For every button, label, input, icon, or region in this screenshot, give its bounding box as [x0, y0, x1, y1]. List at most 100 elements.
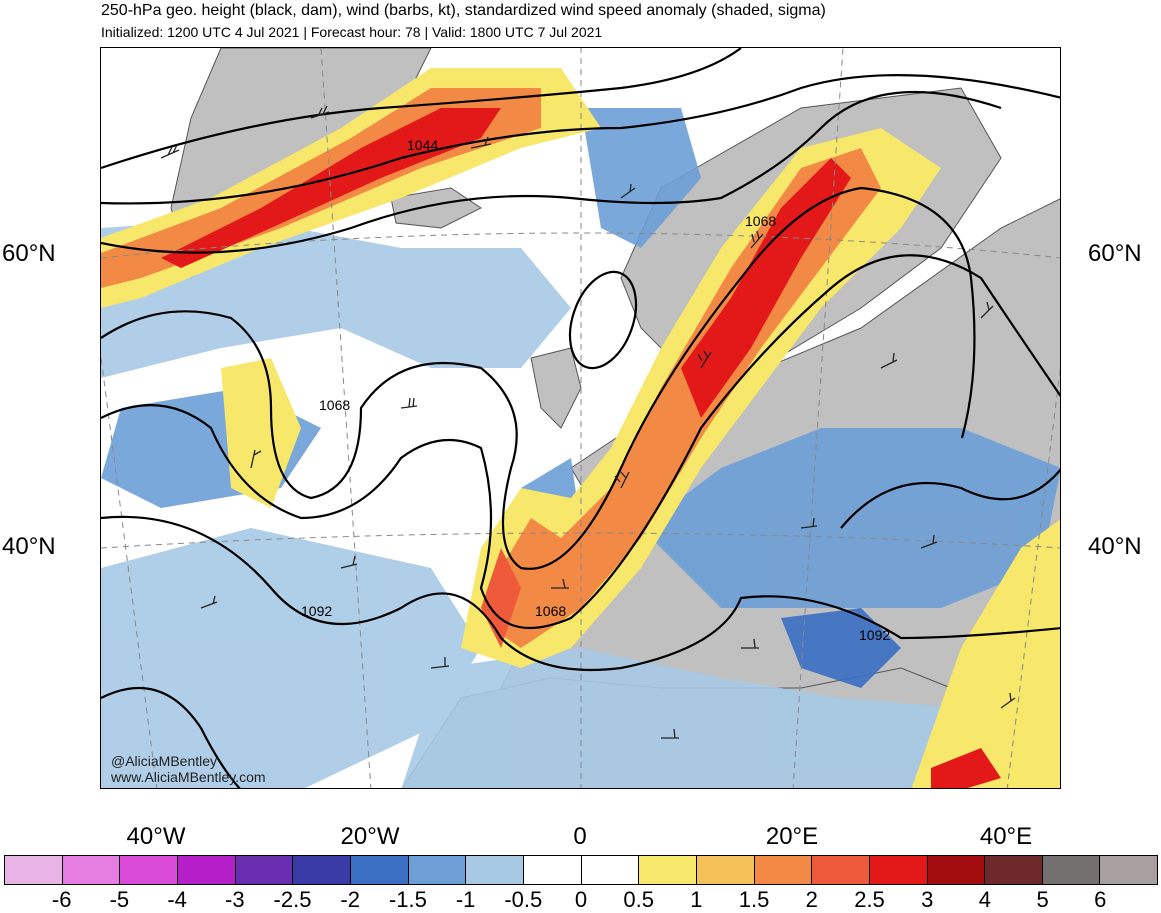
meridian-40w — [101, 353, 158, 788]
colorbar-tick-label: -4 — [167, 887, 187, 912]
wind-barb — [200, 595, 218, 609]
shading-blue-northsea — [581, 108, 701, 248]
wind-barb — [614, 471, 630, 489]
colorbar-tick-label: -1 — [455, 887, 476, 912]
colorbar-swatch — [581, 856, 640, 884]
shading-blue-southatlantic — [101, 528, 481, 788]
wind-barb — [1000, 692, 1016, 709]
lon-label-20e: 20°E — [765, 823, 819, 850]
wind-barb — [980, 301, 994, 319]
contour-label: 1044 — [407, 137, 438, 153]
shading-blue-mediterranean — [781, 608, 901, 688]
colorbar-swatch — [696, 856, 755, 884]
colorbar-swatch — [812, 856, 870, 884]
contour-line-1056 — [101, 74, 1060, 205]
colorbar-tick-label: -0.5 — [504, 887, 543, 912]
colorbar-swatch — [177, 856, 236, 884]
colorbar-tick-label: -2.5 — [273, 887, 312, 912]
wind-barb — [160, 144, 180, 159]
map-subtitle: Initialized: 1200 UTC 4 Jul 2021 | Forec… — [101, 24, 603, 40]
wind-barb — [661, 728, 679, 739]
lat-label-40n-left: 40°N — [2, 533, 56, 560]
contour-label: 1068 — [745, 213, 776, 229]
wind-barb — [400, 397, 418, 409]
colorbar-tick-label: 4 — [978, 887, 992, 912]
wind-barb — [470, 136, 492, 149]
meridian-20e — [792, 48, 844, 788]
wind-barb — [250, 449, 262, 469]
contour-line-1092-south — [101, 515, 1060, 672]
contour-line-east — [840, 468, 1060, 529]
contour-labels: 1044 1068 1068 1068 1092 1092 — [301, 137, 890, 643]
colorbar-swatch — [293, 856, 351, 884]
meridian-40e — [1006, 367, 1060, 788]
wind-barb — [750, 230, 764, 249]
jet-greenland-red — [161, 108, 501, 268]
colorbar-swatch — [985, 856, 1043, 884]
wind-barb — [880, 352, 898, 369]
colorbar-swatch — [350, 856, 409, 884]
colorbar-swatch — [408, 856, 467, 884]
map-panel: 1044 1068 1068 1068 1092 1092 @AliciaMBe… — [100, 47, 1061, 789]
colorbar-tick-label: -2 — [340, 887, 360, 912]
contour-line-1080 — [101, 254, 1060, 630]
colorbar-tick-label: -1.5 — [388, 887, 427, 912]
lat-label-60n-left: 60°N — [2, 240, 56, 267]
wind-barb — [310, 105, 330, 119]
colorbar-tick-label: -5 — [109, 887, 130, 912]
contour-closed-low — [568, 270, 638, 370]
map-title: 250-hPa geo. height (black, dam), wind (… — [101, 2, 826, 19]
colorbar-swatch — [466, 856, 524, 884]
contour-line-1068-trough — [101, 186, 976, 570]
colorbar-tick-label: 2.5 — [854, 887, 885, 912]
colorbar-tick-label: -3 — [225, 887, 245, 912]
colorbar-swatch — [869, 856, 928, 884]
jet-east-yellow — [911, 519, 1060, 788]
colorbar — [4, 855, 1158, 885]
colorbar-tick-label: -6 — [51, 887, 72, 912]
credit-handle: @AliciaMBentley — [111, 753, 218, 769]
height-contours — [101, 48, 1060, 788]
colorbar-tick-label: 0.5 — [623, 887, 654, 912]
contour-label: 1068 — [535, 603, 566, 619]
colorbar-tick-label: 6 — [1094, 887, 1107, 912]
colorbar-swatch — [639, 856, 697, 884]
colorbar-swatch — [927, 856, 986, 884]
shading-blue-northafrica — [401, 648, 961, 788]
colorbar-tick-label: 1.5 — [738, 887, 770, 912]
lon-label-20w: 20°W — [340, 823, 400, 850]
meridian-20w — [320, 48, 372, 788]
contour-line-1068-north — [101, 90, 1002, 254]
contour-label: 1068 — [319, 397, 350, 413]
contour-label: 1092 — [301, 603, 332, 619]
wind-barb — [697, 350, 712, 369]
iceland-land — [390, 187, 482, 229]
wind-barb — [340, 555, 358, 569]
colorbar-tick-label: 5 — [1036, 887, 1049, 912]
colorbar-labels: -6 -5 -4 -3 -2.5 -2 -1.5 -1 -0.5 0 0.5 1 1.5 2 2.5 3 4 5 6 — [4, 887, 1158, 912]
wind-barb — [800, 517, 818, 529]
lon-label-0: 0 — [573, 823, 587, 850]
contour-line-1092-far-south — [101, 686, 241, 788]
jet-scandinavia-red — [681, 158, 851, 418]
lon-label-40e: 40°E — [979, 823, 1033, 850]
contour-line-1044 — [101, 48, 742, 170]
colorbar-tick-label: 0 — [574, 887, 588, 912]
wind-barb — [551, 578, 569, 589]
lat-label-60n-right: 60°N — [1088, 240, 1142, 267]
british-isles-land — [530, 347, 582, 429]
contour-label: 1092 — [859, 627, 890, 643]
colorbar-swatch — [120, 856, 178, 884]
wind-barb — [430, 657, 450, 669]
graticule — [101, 48, 1060, 788]
jet-east-red — [931, 748, 1001, 788]
colorbar-tick-label: 1 — [690, 887, 703, 912]
colorbar-swatch — [1100, 856, 1158, 884]
colorbar-swatch — [235, 856, 294, 884]
colorbar-tick-label: 3 — [921, 887, 934, 912]
lat-label-40n-right: 40°N — [1088, 533, 1142, 560]
credit-site: www.AliciaMBentley.com — [111, 769, 266, 785]
lon-label-40w: 40°W — [126, 823, 186, 850]
colorbar-swatch — [754, 856, 813, 884]
colorbar-swatch — [62, 856, 121, 884]
